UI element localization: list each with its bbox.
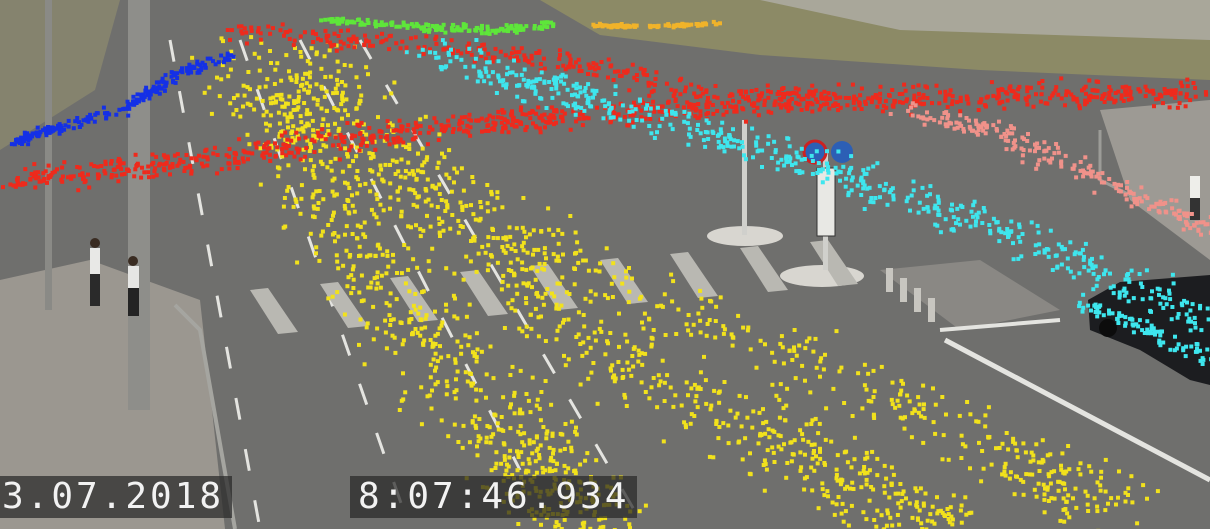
crosswalk [250, 240, 858, 334]
stop-line [939, 318, 1061, 332]
railing [173, 303, 237, 529]
left-sidewalk [0, 260, 225, 529]
trajectory-points [1, 16, 1210, 529]
left-curb-area [0, 0, 120, 150]
pedestrian [1190, 176, 1200, 220]
date-timestamp: 3.07.2018 [0, 476, 233, 518]
traffic-island [707, 226, 783, 246]
far-lot [760, 0, 1210, 40]
street-light-pole [45, 0, 52, 310]
median-island [880, 260, 1060, 330]
road-sign [831, 141, 853, 163]
lane-markings [168, 39, 642, 529]
pedestrian [90, 238, 100, 306]
edge-line [943, 337, 1210, 483]
pedestrian [128, 256, 139, 316]
street-light-pole [128, 0, 150, 410]
sign-pole [742, 120, 747, 235]
time-timestamp: 8:07:46.934 [350, 476, 638, 518]
road-barriers [886, 268, 935, 322]
